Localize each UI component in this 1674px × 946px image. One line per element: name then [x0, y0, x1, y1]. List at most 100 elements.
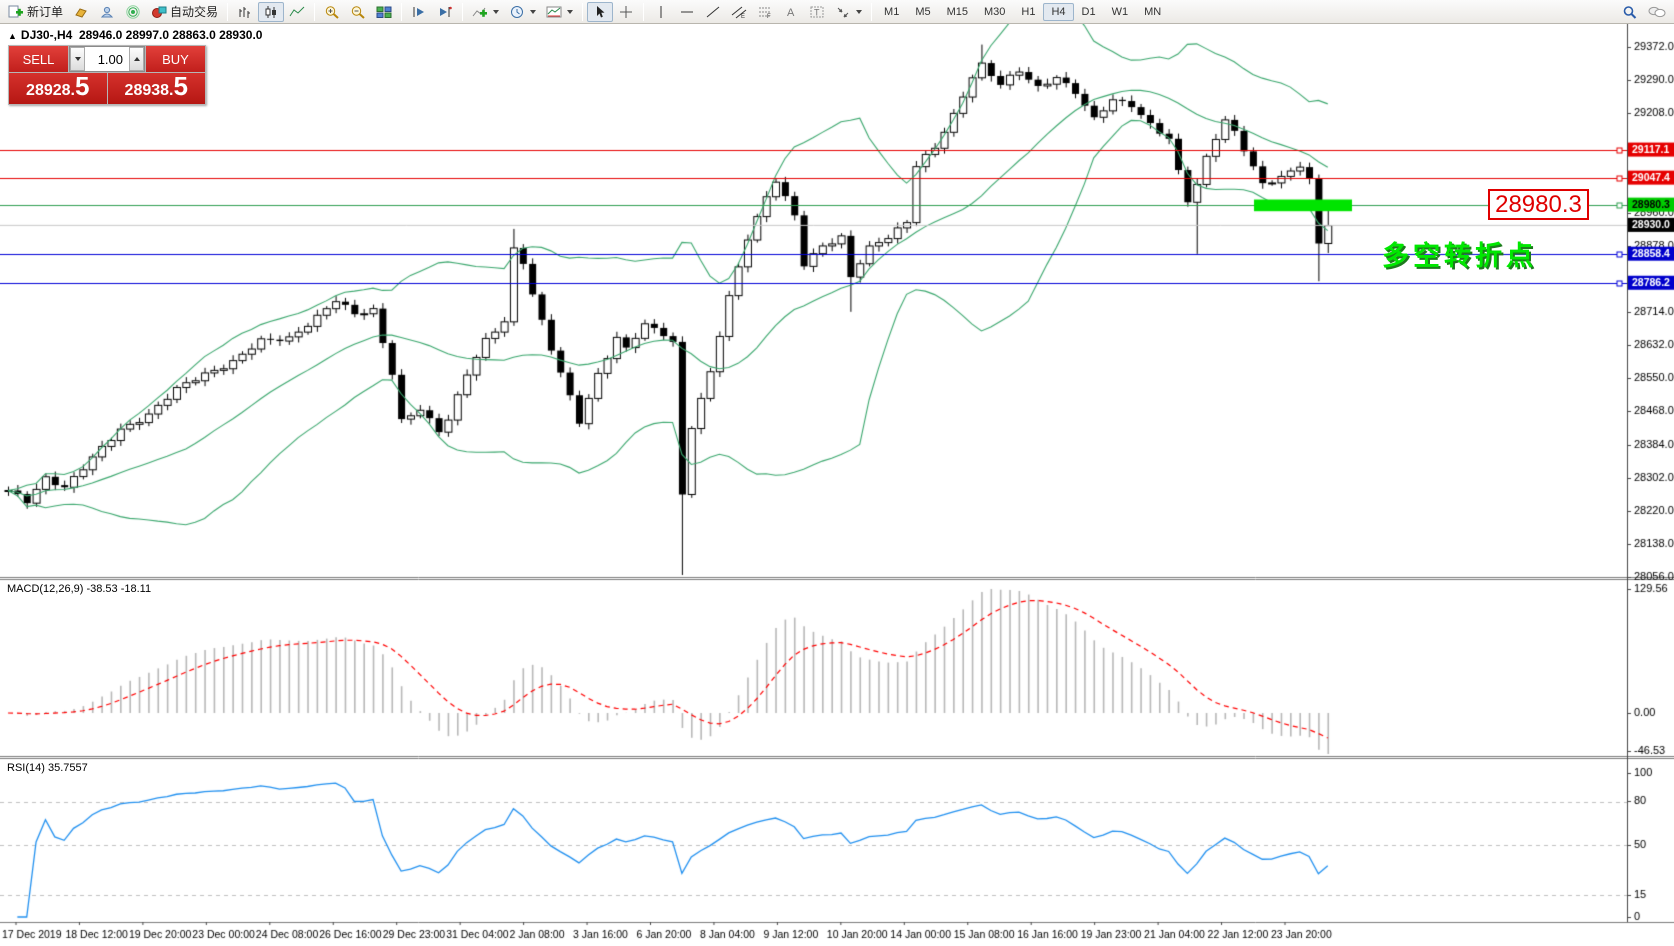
buy-price-fraction: 5	[173, 71, 188, 101]
tile-windows-icon	[376, 6, 392, 18]
autotrading-icon	[152, 6, 167, 18]
tab-h4[interactable]: H4	[1043, 2, 1074, 21]
vertical-line-icon	[660, 5, 662, 18]
collapse-panel-icon[interactable]: ▲	[8, 31, 17, 41]
sell-button[interactable]: SELL	[9, 46, 68, 72]
new-order-icon	[8, 5, 23, 17]
gold-layer-icon	[75, 7, 87, 18]
svg-text:T: T	[814, 7, 820, 17]
indicators-icon	[472, 7, 488, 17]
dropdown-caret	[530, 9, 537, 14]
arrows-icon	[837, 7, 849, 17]
tab-m5[interactable]: M5	[915, 5, 931, 18]
line-chart-mode-button[interactable]	[284, 2, 310, 22]
chart-shift-button[interactable]	[432, 2, 458, 22]
tab-h1[interactable]: H1	[1021, 5, 1036, 18]
cursor-icon	[597, 5, 605, 17]
symbol-title: DJ30-,H4	[20, 28, 73, 42]
toolbar-separator	[227, 2, 229, 21]
tab-m1[interactable]: M1	[884, 5, 900, 18]
svg-text:A: A	[787, 7, 795, 19]
toolbar-separator	[314, 2, 316, 21]
signals-button[interactable]	[120, 2, 146, 22]
market-watch-button[interactable]	[68, 2, 94, 22]
trendline-icon	[706, 6, 720, 17]
chat-button[interactable]	[1643, 2, 1671, 22]
sell-price-fraction: 5	[74, 71, 90, 101]
dropdown-caret	[567, 9, 574, 14]
new-order-button[interactable]: 新订单	[3, 0, 68, 23]
bar-chart-icon	[239, 6, 251, 18]
zoom-out-button[interactable]	[345, 2, 371, 22]
crosshair-tool-button[interactable]	[613, 2, 639, 22]
tab-m30[interactable]: M30	[984, 5, 1006, 18]
horizontal-line-icon	[681, 11, 694, 12]
tab-m15[interactable]: M15	[946, 5, 968, 18]
candlestick-mode-button[interactable]	[258, 1, 285, 22]
candlestick-icon	[265, 5, 277, 18]
autotrading-label: 自动交易	[170, 5, 219, 19]
text-label-icon: T	[810, 6, 824, 17]
tile-windows-button[interactable]	[371, 2, 397, 22]
tab-d1[interactable]: D1	[1081, 5, 1096, 18]
horizontal-line-tool-button[interactable]	[674, 2, 700, 22]
signal-icon	[126, 4, 140, 19]
sell-price-button[interactable]: 28928. 5	[9, 73, 107, 104]
indicators-button[interactable]	[467, 2, 504, 22]
text-tool-button[interactable]: A	[778, 2, 804, 22]
templates-button[interactable]	[541, 2, 578, 22]
toolbar-separator	[462, 2, 464, 21]
profiles-button[interactable]	[94, 2, 120, 22]
dropdown-caret	[856, 9, 863, 14]
svg-text:F: F	[767, 14, 771, 19]
tab-w1[interactable]: W1	[1111, 5, 1129, 18]
fibonacci-icon: F	[759, 7, 771, 19]
svg-text:E: E	[741, 14, 745, 19]
macd-indicator-label: MACD(12,26,9) -38.53 -18.11	[7, 583, 152, 595]
buy-price-button[interactable]: 28938. 5	[107, 71, 205, 104]
toolbar-separator	[871, 2, 873, 21]
chart-canvas[interactable]	[0, 24, 1674, 946]
symbol-ohlc: 28946.0 28997.0 28863.0 28930.0	[78, 28, 263, 42]
search-icon	[1623, 5, 1637, 19]
volume-value[interactable]: 1.00	[97, 51, 123, 67]
zoom-in-icon	[325, 5, 339, 19]
chart-window: ▲ DJ30-,H4 28946.0 28997.0 28863.0 28930.…	[0, 24, 1674, 946]
search-button[interactable]	[1617, 2, 1643, 22]
zoom-in-button[interactable]	[319, 2, 345, 22]
toolbar-separator	[643, 2, 645, 21]
buy-price-main: 28938.	[124, 82, 174, 99]
price-level-callout[interactable]: 28980.3	[1488, 189, 1589, 220]
auto-scroll-button[interactable]	[406, 2, 432, 22]
main-toolbar: 新订单 自动交易	[0, 0, 1674, 24]
template-icon	[546, 6, 562, 17]
auto-scroll-icon	[413, 6, 425, 17]
crosshair-icon	[620, 5, 633, 18]
arrows-tool-button[interactable]	[830, 2, 867, 22]
volume-stepper: 1.00	[69, 46, 145, 72]
turning-point-annotation[interactable]: 多空转折点	[1382, 241, 1537, 271]
clock-icon	[511, 5, 524, 18]
channel-tool-button[interactable]: E	[726, 2, 752, 22]
tab-mn[interactable]: MN	[1144, 5, 1162, 18]
buy-button[interactable]: BUY	[146, 46, 205, 72]
symbol-info-line: ▲ DJ30-,H4 28946.0 28997.0 28863.0 28930.…	[8, 28, 262, 42]
bar-chart-mode-button[interactable]	[232, 2, 258, 22]
rsi-indicator-label: RSI(14) 35.7557	[7, 762, 88, 774]
volume-decrease-button[interactable]	[70, 47, 85, 71]
periods-button[interactable]	[504, 2, 541, 22]
dropdown-caret	[493, 9, 500, 14]
vertical-line-tool-button[interactable]	[648, 2, 674, 22]
fibonacci-tool-button[interactable]: F	[752, 2, 778, 22]
autotrading-button[interactable]: 自动交易	[146, 0, 223, 23]
new-order-label: 新订单	[27, 5, 64, 19]
text-label-tool-button[interactable]: T	[804, 2, 830, 22]
zoom-out-icon	[351, 5, 365, 19]
one-click-trading-panel: SELL 1.00 BUY 28928. 5 28938. 5	[8, 45, 206, 105]
trendline-tool-button[interactable]	[700, 2, 726, 22]
cursor-tool-button[interactable]	[587, 1, 614, 22]
equidistant-channel-icon: E	[731, 6, 747, 19]
volume-increase-button[interactable]	[129, 47, 144, 71]
sell-price-main: 28928.	[26, 82, 75, 99]
line-chart-icon	[289, 6, 305, 16]
